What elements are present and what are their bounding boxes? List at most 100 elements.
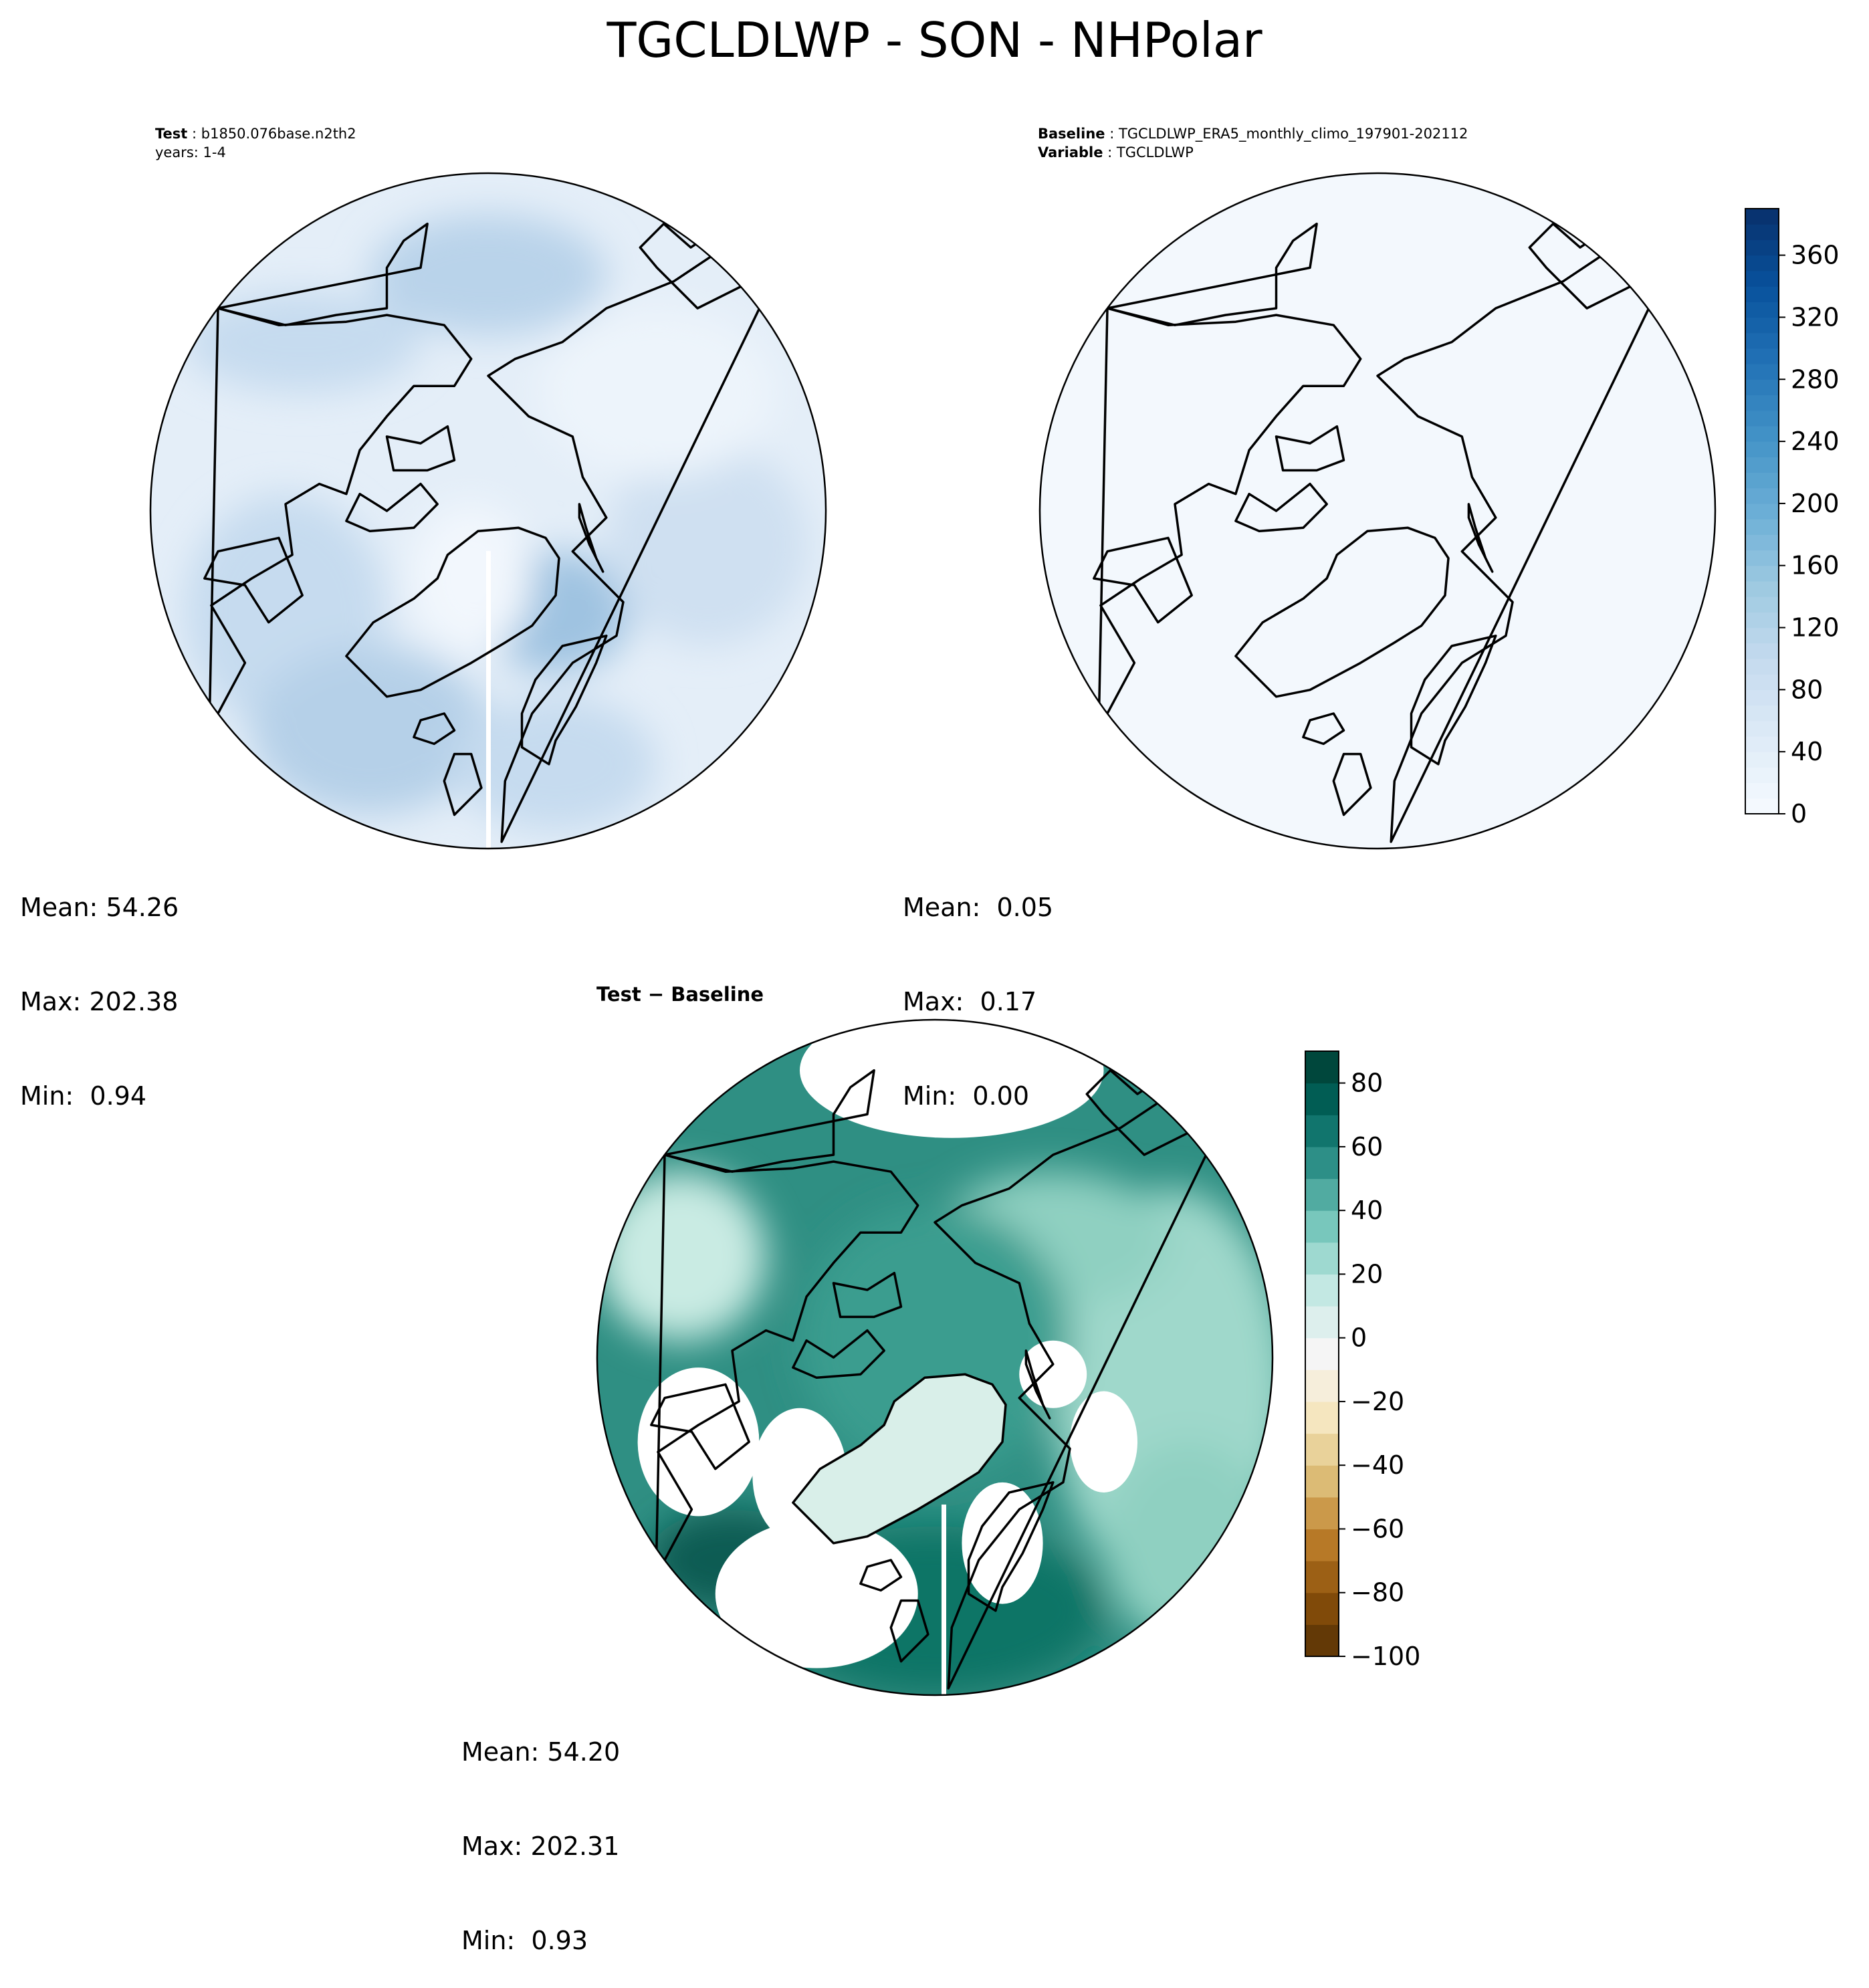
colorbar-tick-label: 0	[1351, 1323, 1367, 1353]
colorbar-band	[1305, 1401, 1339, 1434]
colorbar-band	[1745, 534, 1779, 551]
coastline-canada	[1096, 307, 1362, 800]
colorbar-band	[1745, 224, 1779, 241]
variable-name: TGCLDLWP	[1116, 144, 1194, 160]
coastline-hudson	[650, 1383, 750, 1470]
colorbar-band	[1305, 1529, 1339, 1561]
coastline-islands	[792, 1329, 885, 1379]
diff-panel-title: Test − Baseline	[596, 983, 764, 1006]
diff-min: Min: 0.93	[461, 1926, 588, 1955]
greenland-fill	[792, 1374, 1006, 1543]
test-panel-header: Test : b1850.076base.n2th2 years: 1-4	[155, 126, 356, 160]
colorbar-band	[1745, 209, 1779, 225]
colorbar-band	[1305, 1433, 1339, 1466]
colorbar-band	[1745, 286, 1779, 302]
colorbar-band	[1745, 550, 1779, 566]
diff-mean: Mean: 54.20	[461, 1737, 621, 1767]
colorbar-band	[1305, 1210, 1339, 1243]
colorbar-band	[1745, 317, 1779, 334]
coastline-novaya	[578, 503, 604, 573]
coastline-britain	[889, 1599, 929, 1663]
colorbar-frame	[1745, 208, 1779, 814]
colorbar-tick-label: 80	[1351, 1069, 1383, 1098]
colorbar-band	[1745, 767, 1779, 784]
colorbar-band	[1745, 457, 1779, 473]
main-colorbar: 0 40 80 120 160 200 240 280 320 360	[1745, 208, 1840, 829]
coastline-islands	[345, 482, 439, 533]
colorbar-band	[1745, 379, 1779, 396]
colorbar-band	[1305, 1497, 1339, 1530]
colorbar-band	[1745, 674, 1779, 690]
colorbar-band	[1745, 612, 1779, 629]
seam-line	[942, 1505, 946, 1695]
colorbar-band	[1745, 752, 1779, 768]
test-mean: Mean: 54.26	[20, 893, 179, 922]
colorbar-band	[1305, 1146, 1339, 1180]
coastline-greenland	[1234, 526, 1450, 698]
coastline-islands	[1234, 482, 1328, 533]
colorbar-band	[1745, 395, 1779, 411]
colorbar-tick-label: 240	[1791, 427, 1840, 456]
map-boundary	[596, 1018, 1274, 1696]
coastline-greenland	[792, 1373, 1007, 1545]
colorbar-tick-label: 320	[1791, 302, 1840, 332]
colorbar-bands	[1745, 209, 1779, 814]
diff-map	[596, 1018, 1274, 1696]
coastline-alaska	[1106, 222, 1318, 326]
baseline-map	[1038, 172, 1717, 850]
colorbar-tick-label: 20	[1351, 1259, 1383, 1289]
colorbar-tick-label: 60	[1351, 1132, 1383, 1162]
baseline-max: Max: 0.17	[903, 987, 1037, 1016]
colorbar-tick-label: 200	[1791, 489, 1840, 518]
colorbar-band	[1745, 720, 1779, 737]
coastline-islands2	[1275, 425, 1345, 472]
masked-regions	[637, 1020, 1137, 1695]
colorbar-band	[1745, 332, 1779, 349]
test-stats: Mean: 54.26 Max: 202.38 Min: 0.94	[20, 829, 179, 1143]
colorbar-band	[1745, 596, 1779, 613]
test-label: Test	[155, 126, 188, 142]
colorbar-tick-label: −20	[1351, 1387, 1404, 1416]
colorbar-band	[1745, 736, 1779, 752]
test-field	[184, 213, 809, 832]
colorbar-band	[1745, 705, 1779, 722]
colorbar-tick-label: 40	[1351, 1196, 1383, 1225]
diff-stats: Mean: 54.20 Max: 202.31 Min: 0.93	[461, 1674, 620, 1988]
coastline-eurasia	[1376, 239, 1683, 843]
colorbar-tick-label: 80	[1791, 675, 1823, 704]
coastlines	[650, 1052, 1240, 1690]
coastline-canada	[653, 1153, 919, 1646]
colorbar-tick-label: −80	[1351, 1578, 1404, 1608]
coastline-islands2	[385, 425, 456, 472]
colorbar-band	[1305, 1083, 1339, 1115]
colorbar-band	[1745, 364, 1779, 380]
coastline-iceland	[413, 712, 456, 746]
coastline-alaska	[663, 1069, 875, 1173]
coastline-greenland	[345, 526, 560, 698]
coastline-novaya	[1024, 1349, 1051, 1420]
baseline-mean: Mean: 0.05	[903, 893, 1054, 922]
colorbar-band	[1745, 519, 1779, 535]
colorbar-band	[1745, 503, 1779, 520]
colorbar-tick-label: 0	[1791, 799, 1807, 829]
colorbar-band	[1745, 425, 1779, 442]
colorbar-tick-label: 160	[1791, 551, 1840, 580]
colorbar-band	[1745, 441, 1779, 457]
baseline-panel-header: Baseline : TGCLDLWP_ERA5_monthly_climo_1…	[1038, 126, 1468, 160]
colorbar-band	[1745, 255, 1779, 271]
baseline-stats: Mean: 0.05 Max: 0.17 Min: 0.00	[903, 829, 1053, 1143]
colorbar-band	[1745, 798, 1779, 814]
colorbar-band	[1745, 643, 1779, 659]
diff-colorbar: −100 −80 −60 −40 −20 0 20 40 60 80	[1305, 1051, 1420, 1671]
colorbar-band	[1305, 1592, 1339, 1625]
test-max: Max: 202.38	[20, 987, 179, 1016]
colorbar-tick-label: 280	[1791, 364, 1840, 394]
figure-title: TGCLDLWP - SON - NHPolar	[607, 12, 1262, 68]
coastline-britain	[443, 752, 483, 816]
colorbar-band	[1745, 782, 1779, 799]
colorbar-band	[1305, 1624, 1339, 1657]
colorbar-band	[1305, 1561, 1339, 1593]
colorbar-band	[1745, 658, 1779, 675]
coastline-scandinavia	[967, 1481, 1055, 1612]
colorbar-tick-label: 120	[1791, 613, 1840, 643]
